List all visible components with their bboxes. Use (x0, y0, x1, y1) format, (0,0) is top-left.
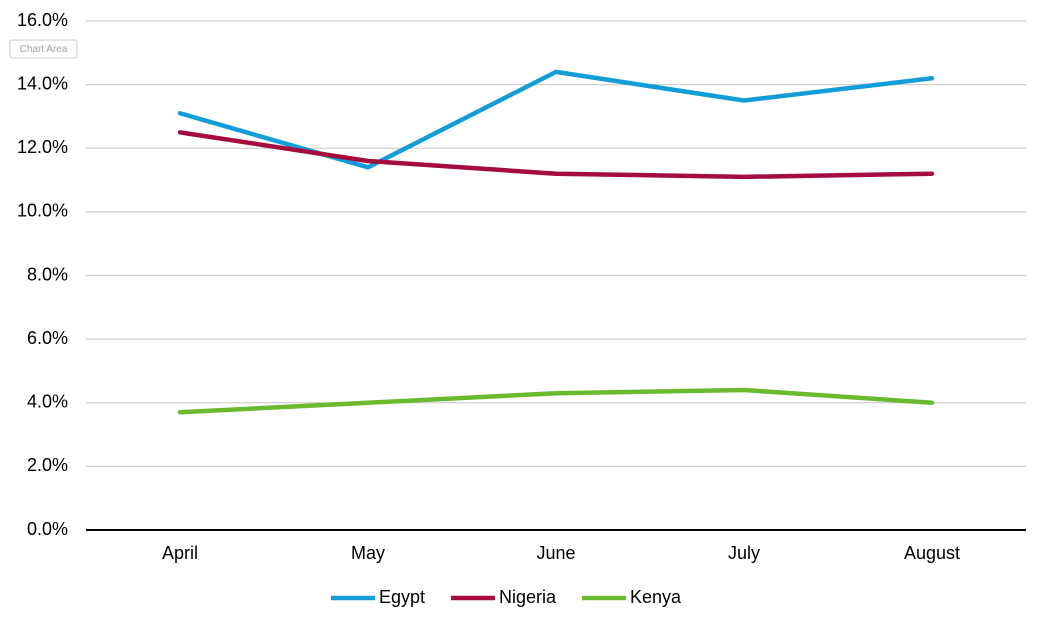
tooltip: Chart Area (9, 39, 78, 59)
y-tick-label: 4.0% (27, 392, 68, 412)
legend-label: Egypt (379, 587, 425, 607)
y-tick-label: 6.0% (27, 328, 68, 348)
tooltip-text: Chart Area (20, 44, 68, 55)
y-tick-label: 14.0% (17, 73, 68, 93)
legend-label: Kenya (630, 587, 682, 607)
series-line (177, 130, 935, 180)
series-line (177, 387, 935, 415)
legend-label: Nigeria (499, 587, 557, 607)
x-tick-label: June (536, 543, 575, 563)
y-tick-label: 10.0% (17, 201, 68, 221)
y-tick-label: 0.0% (27, 519, 68, 539)
x-tick-label: May (351, 543, 385, 563)
x-tick-label: July (728, 543, 760, 563)
tooltip-box (9, 39, 78, 59)
series-line (177, 69, 935, 170)
y-tick-label: 16.0% (17, 10, 68, 30)
x-tick-label: April (162, 543, 198, 563)
y-tick-label: 8.0% (27, 264, 68, 284)
y-tick-label: 12.0% (17, 137, 68, 157)
y-tick-label: 2.0% (27, 455, 68, 475)
x-tick-label: August (904, 543, 960, 563)
